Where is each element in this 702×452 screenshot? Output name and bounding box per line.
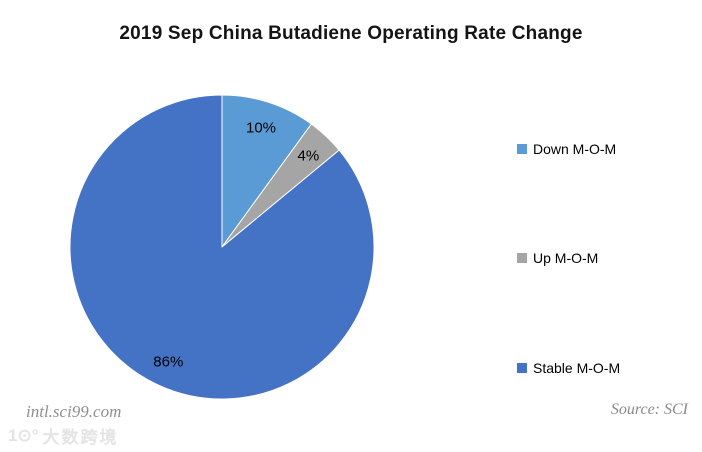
watermark-brand-text: 大数跨境 — [42, 428, 119, 447]
pie-data-label: 10% — [246, 119, 276, 136]
pie-data-label: 86% — [153, 353, 183, 370]
legend-item-stable-mom: Stable M-O-M — [517, 358, 620, 378]
pie-slice-stable-m-o-m — [69, 94, 375, 400]
legend-swatch-stable-mom-icon — [517, 363, 527, 373]
legend-swatch-up-mom-icon — [517, 253, 527, 263]
pie-slice-down-m-o-m — [221, 94, 312, 248]
watermark-logo-icon: 1⊙° — [8, 425, 39, 445]
watermark: 1⊙° 大数跨境 — [8, 423, 119, 448]
legend-swatch-down-mom-icon — [517, 144, 527, 154]
legend-item-up-mom: Up M-O-M — [517, 248, 598, 268]
source-credit: Source: SCI — [610, 401, 688, 418]
chart-title: 2019 Sep China Butadiene Operating Rate … — [119, 23, 583, 44]
legend-label-down-mom: Down M-O-M — [533, 141, 617, 157]
pie-data-label: 4% — [298, 147, 320, 164]
legend-label-up-mom: Up M-O-M — [533, 250, 599, 266]
legend-item-down-mom: Down M-O-M — [517, 139, 616, 159]
legend-label-stable-mom: Stable M-O-M — [533, 360, 621, 376]
site-url: intl.sci99.com — [26, 402, 122, 421]
